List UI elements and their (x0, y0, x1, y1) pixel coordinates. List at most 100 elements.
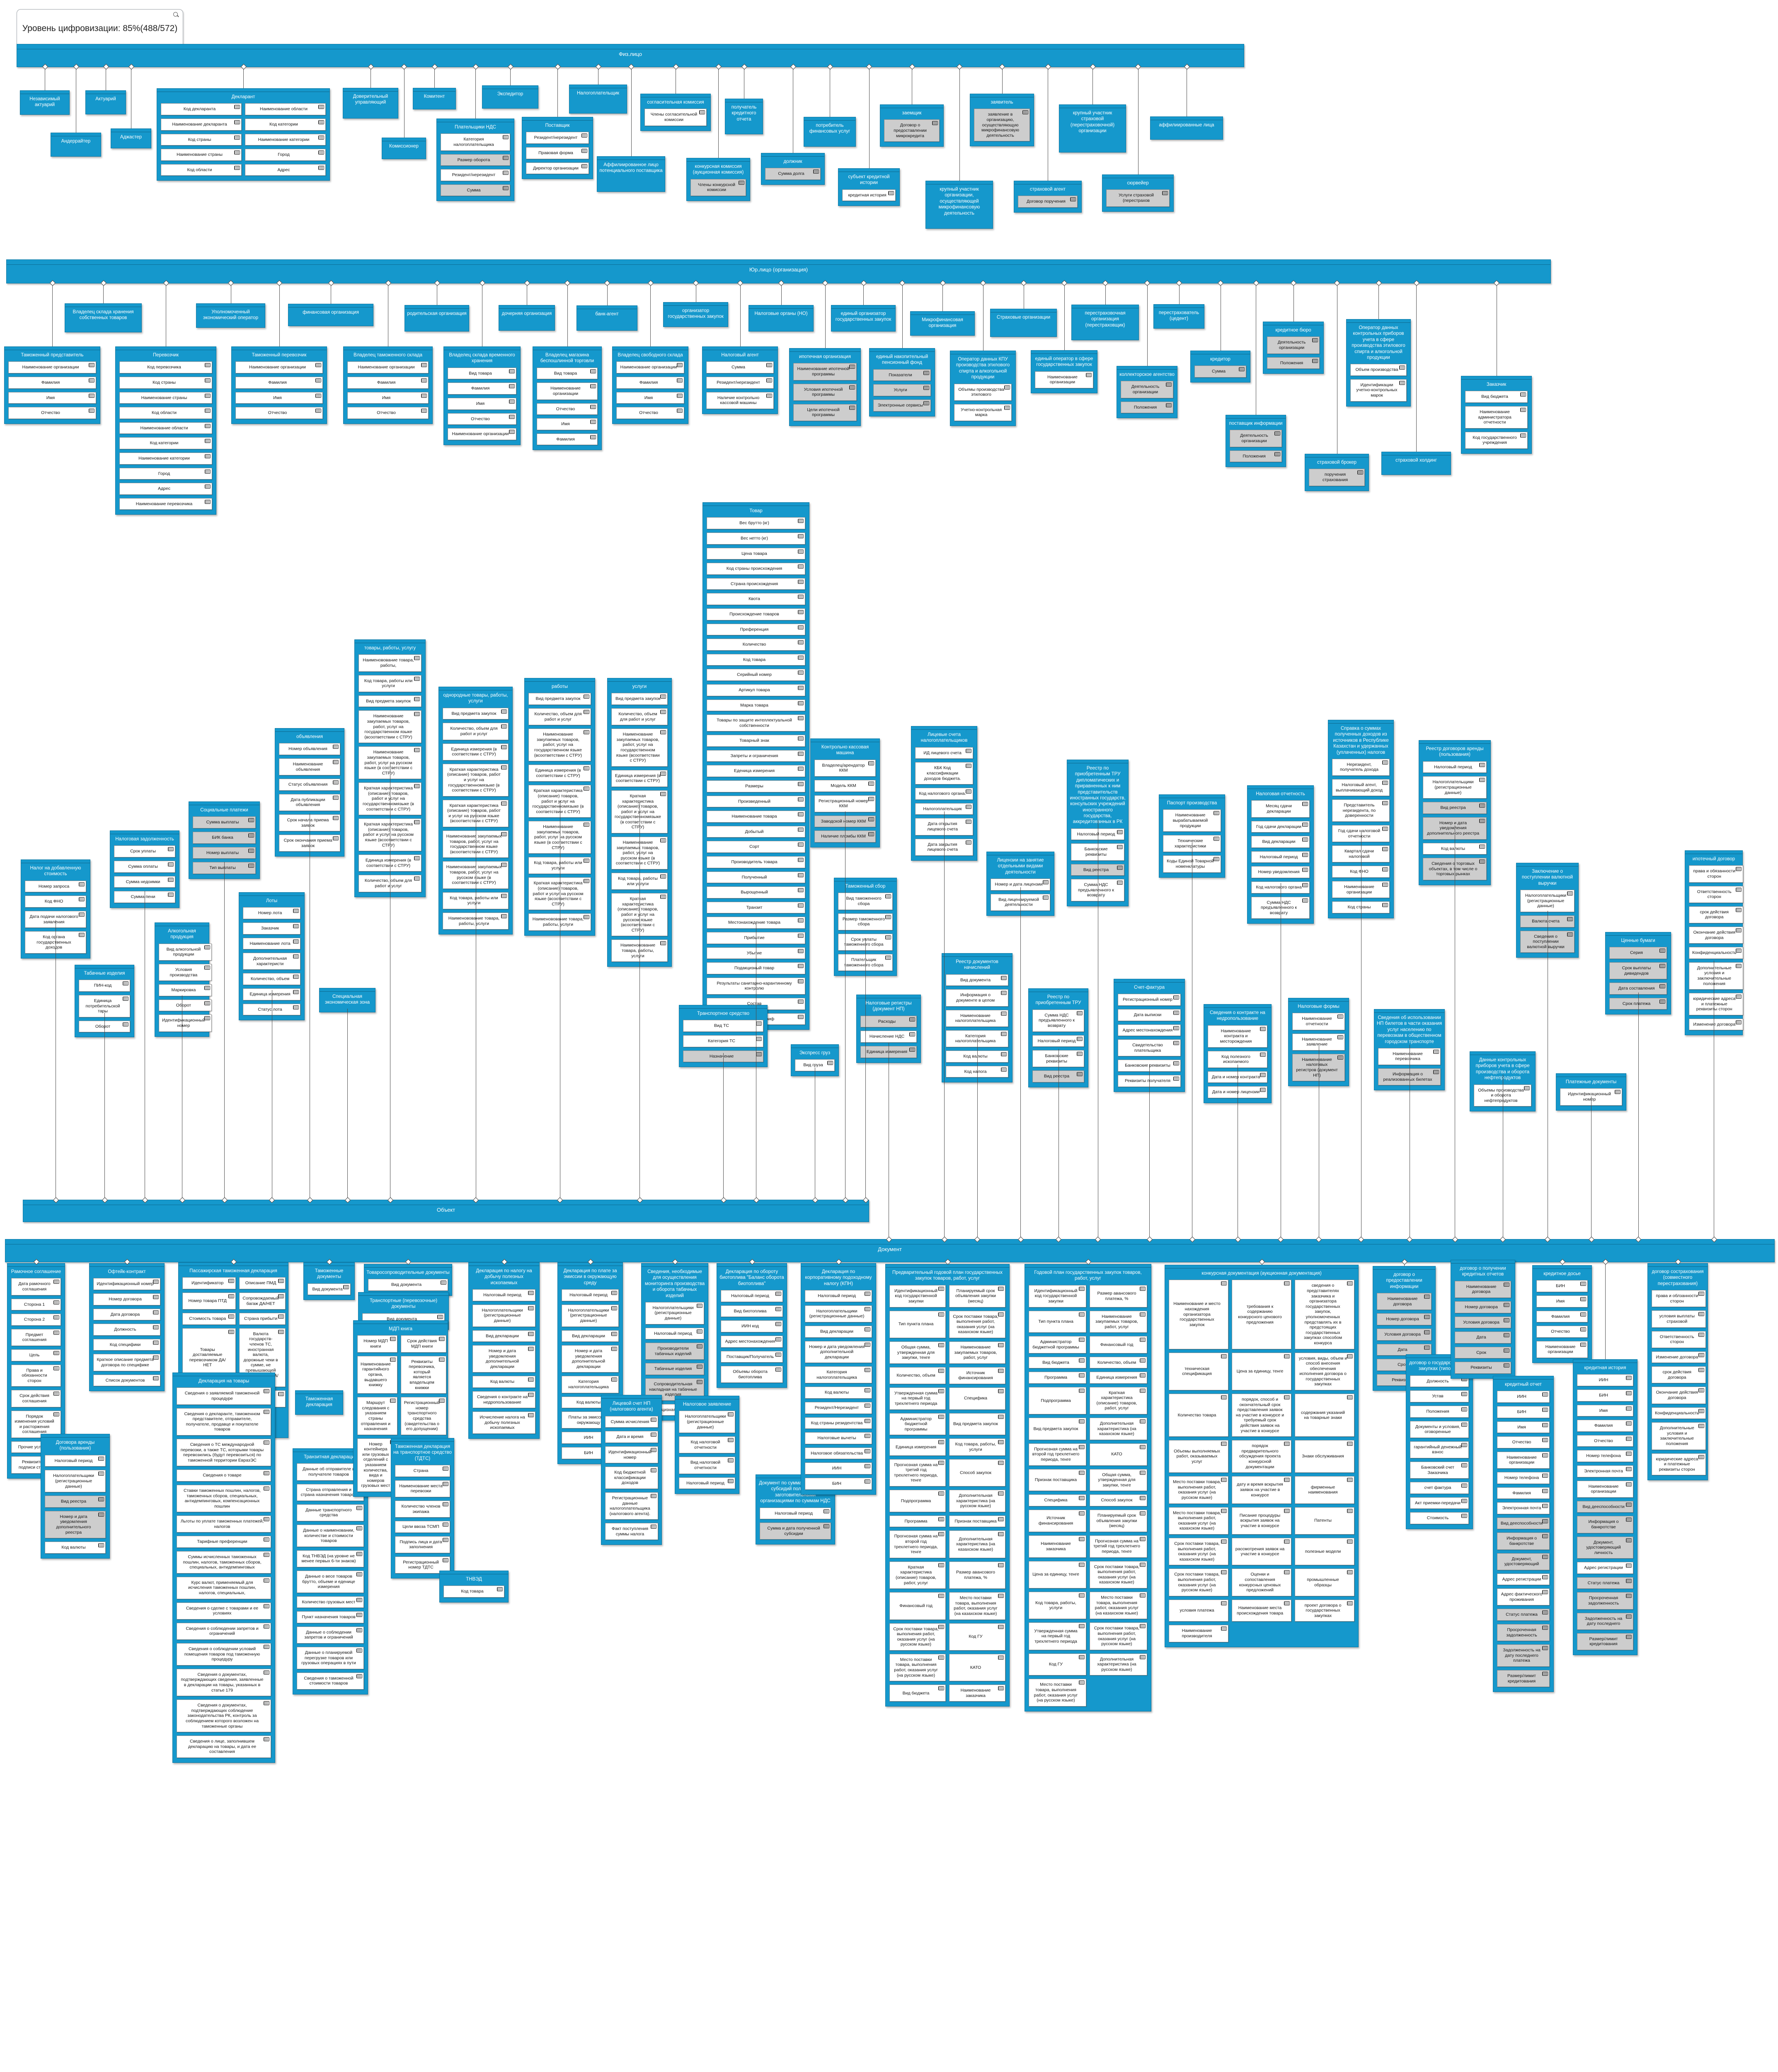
attribute-chip[interactable]: Резидент/Нерезидент (805, 1402, 872, 1414)
entity-card[interactable]: Декларация по плате за эмиссии в окружаю… (557, 1262, 623, 1464)
attribute-chip[interactable]: Задолженность на дату последнего платежа (1497, 1644, 1550, 1667)
attribute-chip[interactable]: Наименование лота (243, 937, 300, 950)
entity-card[interactable]: согласительная комиссия Члены согласитель… (640, 94, 711, 131)
lane-bar-jur[interactable]: Юр.лицо (организация) (6, 259, 1551, 283)
attribute-chip[interactable]: Год сдачи декларации (1251, 821, 1310, 833)
attribute-chip[interactable]: Вид груза (795, 1059, 835, 1071)
attribute-chip[interactable]: Дополнительные условия и заключительные … (1652, 1422, 1706, 1450)
attribute-chip[interactable]: Маршрут следования с указанием страны от… (357, 1397, 397, 1435)
attribute-chip[interactable]: Код специфики (93, 1339, 160, 1351)
attribute-chip[interactable]: Идентификации учетно-контрольных марок (1350, 379, 1407, 402)
attribute-chip[interactable]: Дата и время (605, 1431, 658, 1443)
attribute-chip[interactable]: Тип пункта плана (1029, 1310, 1086, 1333)
attribute-chip[interactable]: Город (119, 467, 212, 480)
attribute-chip[interactable]: Окончание действия договора (1689, 926, 1743, 944)
entity-card[interactable]: Налоговое заявление Налогоплательщики (ре… (675, 1396, 739, 1494)
attribute-chip[interactable]: Место поставки товара, выполнения работ,… (1169, 1507, 1228, 1535)
attribute-chip[interactable]: Планируемый срок объявления закупки (мес… (1090, 1510, 1147, 1532)
attribute-chip[interactable]: Вес нетто (кг) (707, 532, 805, 545)
attribute-chip[interactable]: Документ, удостоверяющий личность (1577, 1536, 1633, 1559)
attribute-chip[interactable]: Место поставки товара, выполнения работ,… (949, 1592, 1005, 1620)
attribute-chip[interactable]: Показатели (873, 369, 931, 381)
attribute-chip[interactable]: юридические адреса и платежные реквизиты… (1689, 993, 1743, 1015)
entity-card[interactable]: должник Сумма долга (761, 153, 825, 185)
attribute-chip[interactable]: Сведения о ТС международной перевозки, а… (177, 1438, 271, 1467)
entity-card[interactable]: кредитное бюро Деятельность организации По… (1263, 322, 1324, 374)
entity-card[interactable]: Заказчик Вид бюджета Наименование админист… (1461, 376, 1532, 454)
attribute-chip[interactable]: Подпрограмма (1029, 1387, 1086, 1415)
attribute-chip[interactable]: Вид реестра (1423, 802, 1487, 814)
attribute-chip[interactable]: Наименование отчетности (1292, 1013, 1345, 1030)
attribute-chip[interactable]: Вид предмета закупок (528, 693, 591, 705)
attribute-chip[interactable]: Налогоплательщики (регистрационные данны… (1520, 890, 1575, 912)
attribute-chip[interactable]: Имя (1497, 1421, 1550, 1433)
attribute-chip[interactable]: Администратор бюджетной программы (1029, 1336, 1086, 1353)
attribute-chip[interactable]: Сведения о документах, подтверждающих со… (177, 1699, 271, 1733)
attribute-chip[interactable]: Вид дееспособности (1497, 1517, 1550, 1530)
attribute-chip[interactable]: Налоговый период (645, 1327, 704, 1340)
attribute-chip[interactable]: Категория ТС (683, 1035, 763, 1047)
attribute-chip[interactable]: Объемы выполняемых работ, оказываемых ус… (1169, 1440, 1228, 1473)
entity-card[interactable]: Андеррайтер (51, 133, 101, 157)
entity-card[interactable]: Транзитная декларация Данные об отправите… (293, 1448, 368, 1695)
attribute-chip[interactable]: Наименование закупаемых товаров, работ, … (528, 729, 591, 762)
attribute-chip[interactable]: Реквизиты перевозчика, который является … (400, 1356, 447, 1394)
entity-card[interactable]: Налогоплательщик (569, 85, 627, 114)
attribute-chip[interactable]: кредитная история (842, 189, 896, 201)
attribute-chip[interactable]: Наименование производителя (1169, 1625, 1228, 1642)
entity-card[interactable]: Таможенный сбор Вид таможенного сбора Разм… (834, 878, 897, 976)
entity-card[interactable]: Страховые организации (990, 309, 1057, 337)
attribute-chip[interactable]: проект договора о государственных закупк… (1295, 1599, 1354, 1622)
attribute-chip[interactable]: Адрес (119, 483, 212, 495)
attribute-chip[interactable]: Наименование страны (161, 149, 242, 161)
attribute-chip[interactable]: Список документов (93, 1374, 160, 1387)
attribute-chip[interactable]: Дополнительные условия и заключительные … (1689, 962, 1743, 990)
entity-card[interactable]: Сведения, необходимые для осуществления … (641, 1263, 708, 1421)
attribute-chip[interactable]: Условия договора (1455, 1316, 1511, 1329)
attribute-chip[interactable]: Банковский счет Заказчика (1410, 1461, 1469, 1479)
attribute-chip[interactable]: Сумма оплаты (114, 860, 175, 873)
attribute-chip[interactable]: Финансовый год (1090, 1336, 1147, 1353)
entity-card[interactable]: Предварительный годовой план государстве… (885, 1264, 1010, 1707)
attribute-chip[interactable]: Срок поставки товара, выполнения работ, … (1090, 1622, 1147, 1650)
entity-card[interactable]: Декларация на товары Сведения о заявляемо… (172, 1372, 275, 1763)
attribute-chip[interactable]: Отчество (537, 403, 598, 415)
attribute-chip[interactable]: Стоимость товара (182, 1313, 236, 1325)
attribute-chip[interactable]: Данные о планируемой перегрузке товаров … (297, 1647, 364, 1669)
attribute-chip[interactable]: Отчество (8, 407, 96, 419)
attribute-chip[interactable]: Код товара, работы, услуги (949, 1438, 1005, 1456)
attribute-chip[interactable]: Страна прибыти (239, 1313, 286, 1325)
attribute-chip[interactable]: Конфиденциальность (1689, 947, 1743, 959)
attribute-chip[interactable]: Нерезидент, получатель дохода (1332, 758, 1390, 776)
attribute-chip[interactable]: содержания указаний на товарные знаки (1295, 1394, 1354, 1437)
attribute-chip[interactable]: Модель ККМ (814, 779, 876, 792)
attribute-chip[interactable]: Фамилия (1577, 1420, 1633, 1432)
attribute-chip[interactable]: Сторона 2 (11, 1314, 61, 1326)
attribute-chip[interactable]: Код страны (161, 133, 242, 146)
attribute-chip[interactable]: Код валюты (472, 1376, 535, 1388)
entity-card[interactable]: Экспедитор (482, 85, 538, 109)
attribute-chip[interactable]: БИН (1497, 1406, 1550, 1418)
attribute-chip[interactable]: Деятельность организации (1267, 336, 1320, 354)
attribute-chip[interactable]: Владелец/арендатор ККМ (814, 759, 876, 777)
attribute-chip[interactable]: Прогнозная сумма на второй год трехлетне… (1029, 1443, 1086, 1466)
attribute-chip[interactable]: Адрес фактического проживания (1497, 1588, 1550, 1606)
attribute-chip[interactable]: Город (245, 149, 326, 161)
attribute-chip[interactable]: Идентификационный код государственной за… (1029, 1285, 1086, 1307)
attribute-chip[interactable]: Срок поставки товара, выполнения работ, … (949, 1310, 1005, 1338)
attribute-chip[interactable]: Пункт назначения товаров (297, 1611, 364, 1623)
entity-card[interactable]: субъект кредитной истории кредитная истор… (838, 168, 900, 206)
entity-card[interactable]: коллекторское агентство Деятельность орга… (1117, 366, 1177, 419)
entity-card[interactable]: Владелец склада хранения собственных тов… (65, 303, 142, 332)
attribute-chip[interactable]: Дополнительная характеристика (на казахс… (949, 1530, 1005, 1558)
attribute-chip[interactable]: Спецификa (1029, 1494, 1086, 1506)
entity-card[interactable]: Офтейк-контракт Идентификационный номер Но… (89, 1263, 165, 1392)
attribute-chip[interactable]: Дополнительная характеристи (243, 953, 300, 970)
attribute-chip[interactable]: Категория налогоплательщика (441, 133, 510, 151)
attribute-chip[interactable]: Электронная почта (1577, 1465, 1633, 1477)
attribute-chip[interactable]: Вид дееспособности (1577, 1501, 1633, 1513)
attribute-chip[interactable]: Данные об отправителе и получателе товар… (297, 1463, 364, 1481)
entity-card[interactable]: Реестр договоров аренды (пользования) Нал… (1419, 740, 1491, 885)
attribute-chip[interactable]: Документ, удостоверяющий (1497, 1553, 1550, 1570)
entity-card[interactable]: Налоговая отчетность Месяц сдачи декларац… (1247, 785, 1314, 924)
